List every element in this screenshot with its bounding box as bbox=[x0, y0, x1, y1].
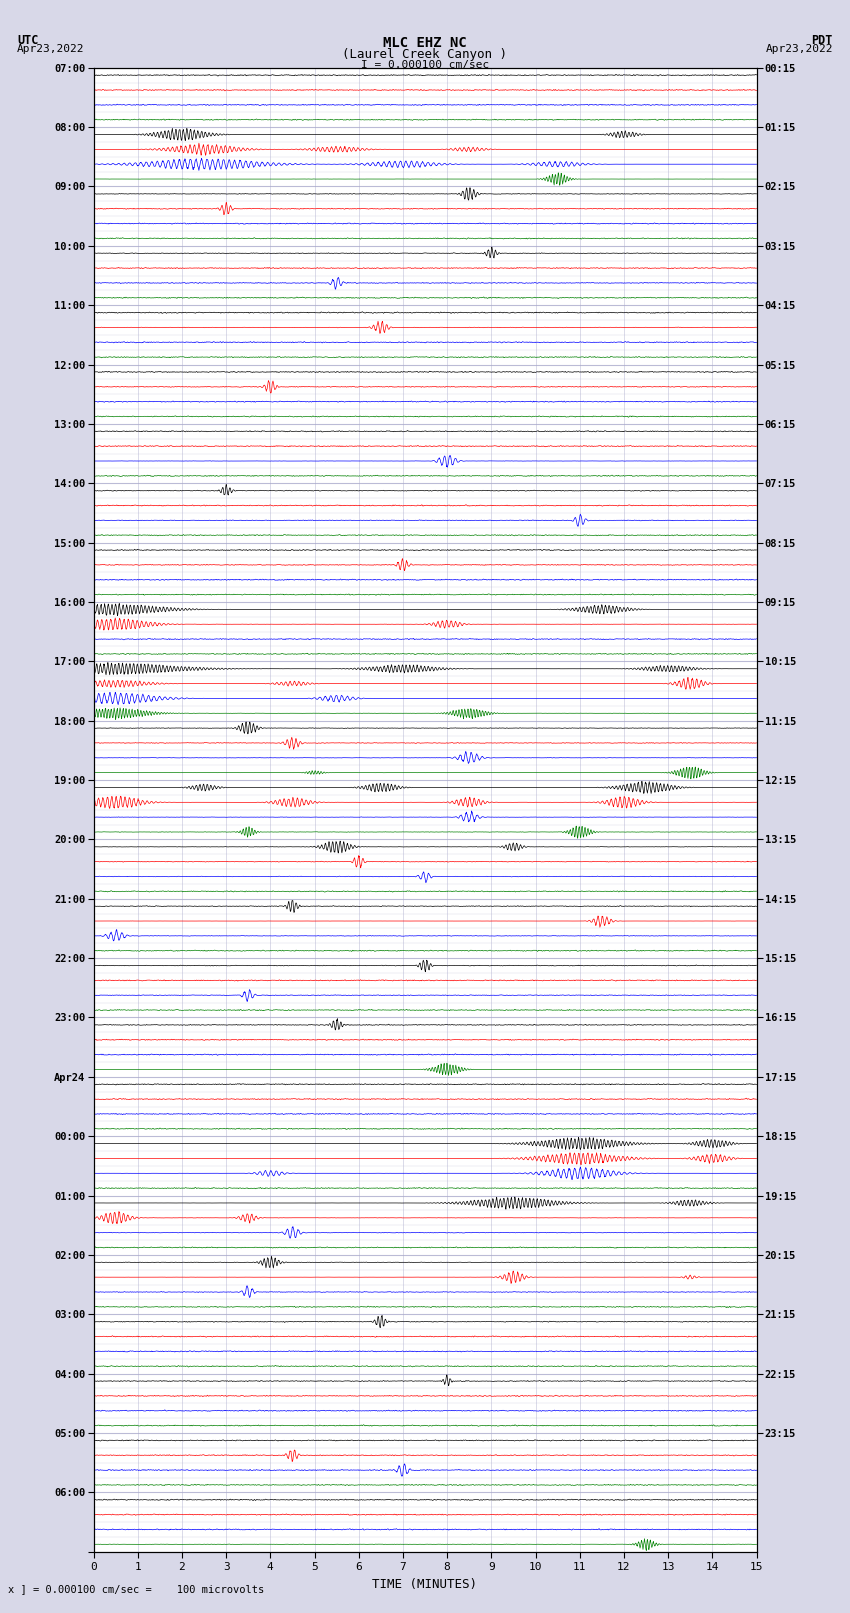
Text: MLC EHZ NC: MLC EHZ NC bbox=[383, 37, 467, 50]
Text: x ] = 0.000100 cm/sec =    100 microvolts: x ] = 0.000100 cm/sec = 100 microvolts bbox=[8, 1584, 264, 1594]
Text: UTC: UTC bbox=[17, 34, 38, 47]
Text: PDT: PDT bbox=[812, 34, 833, 47]
Text: I = 0.000100 cm/sec: I = 0.000100 cm/sec bbox=[361, 60, 489, 69]
Text: Apr23,2022: Apr23,2022 bbox=[17, 44, 84, 55]
X-axis label: TIME (MINUTES): TIME (MINUTES) bbox=[372, 1578, 478, 1590]
Text: (Laurel Creek Canyon ): (Laurel Creek Canyon ) bbox=[343, 48, 507, 61]
Text: Apr23,2022: Apr23,2022 bbox=[766, 44, 833, 55]
